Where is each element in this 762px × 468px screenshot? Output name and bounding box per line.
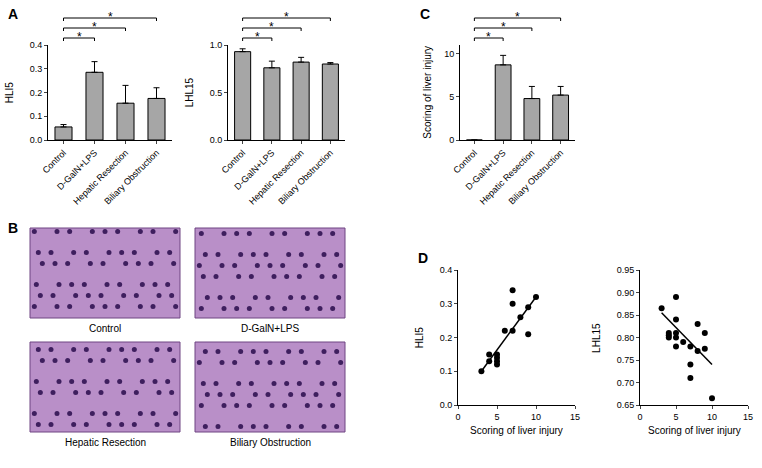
svg-text:0.80: 0.80 (617, 333, 635, 343)
svg-text:5: 5 (494, 412, 499, 422)
svg-text:0.1: 0.1 (30, 111, 43, 121)
svg-text:Hepatic Resection: Hepatic Resection (478, 148, 537, 207)
svg-text:10: 10 (531, 412, 541, 422)
svg-text:Hepatic Resection: Hepatic Resection (247, 148, 306, 207)
svg-text:0.0: 0.0 (440, 400, 453, 410)
svg-text:0.2: 0.2 (30, 88, 43, 98)
svg-text:Control: Control (451, 148, 479, 176)
svg-text:Hepatic Resection: Hepatic Resection (71, 148, 130, 207)
svg-text:Hepatic Resection: Hepatic Resection (65, 437, 146, 448)
svg-text:HLI5: HLI5 (4, 82, 15, 104)
svg-text:0.85: 0.85 (617, 310, 635, 320)
svg-text:C: C (420, 6, 430, 22)
svg-text:*: * (515, 10, 520, 24)
svg-text:Biliary Obstruction: Biliary Obstruction (230, 437, 311, 448)
svg-text:15: 15 (570, 412, 580, 422)
svg-text:Biliary Obstruction: Biliary Obstruction (102, 148, 161, 207)
svg-text:0.95: 0.95 (617, 265, 635, 275)
svg-text:0: 0 (637, 412, 642, 422)
svg-text:10: 10 (444, 49, 454, 59)
svg-text:0.5: 0.5 (210, 88, 223, 98)
svg-text:LHL15: LHL15 (184, 77, 195, 107)
svg-text:*: * (108, 10, 113, 24)
svg-text:D-GalN+LPS: D-GalN+LPS (241, 323, 299, 334)
svg-text:Scoring of liver injury: Scoring of liver injury (648, 425, 741, 436)
svg-text:*: * (284, 10, 289, 24)
svg-text:15: 15 (743, 412, 753, 422)
svg-text:0.90: 0.90 (617, 288, 635, 298)
svg-text:5: 5 (673, 412, 678, 422)
svg-text:Control: Control (220, 148, 248, 176)
svg-text:Control: Control (41, 148, 69, 176)
svg-text:10: 10 (707, 412, 717, 422)
svg-text:0.2: 0.2 (440, 333, 453, 343)
svg-text:*: * (486, 30, 491, 44)
svg-text:0: 0 (455, 412, 460, 422)
svg-text:D: D (418, 250, 428, 266)
svg-text:D-GalN+LPS: D-GalN+LPS (464, 148, 508, 192)
svg-text:0.75: 0.75 (617, 355, 635, 365)
svg-text:HLI5: HLI5 (414, 327, 425, 349)
svg-text:LHL15: LHL15 (591, 323, 602, 353)
svg-text:0.3: 0.3 (440, 299, 453, 309)
svg-text:Scoring of liver injury: Scoring of liver injury (470, 425, 563, 436)
svg-text:*: * (255, 30, 260, 44)
svg-text:0.70: 0.70 (617, 378, 635, 388)
svg-text:0.0: 0.0 (210, 135, 223, 145)
svg-text:0.4: 0.4 (30, 40, 43, 50)
svg-text:A: A (8, 6, 18, 22)
svg-text:1.0: 1.0 (210, 40, 223, 50)
svg-text:*: * (269, 20, 274, 34)
svg-text:*: * (92, 20, 97, 34)
svg-text:0.1: 0.1 (440, 366, 453, 376)
svg-text:5: 5 (449, 92, 454, 102)
svg-text:0: 0 (449, 135, 454, 145)
svg-text:Biliary Obstruction: Biliary Obstruction (276, 148, 335, 207)
svg-text:D-GalN+LPS: D-GalN+LPS (55, 148, 99, 192)
svg-text:0.3: 0.3 (30, 64, 43, 74)
svg-text:Biliary Obstruction: Biliary Obstruction (507, 148, 566, 207)
svg-text:Scoring of liver injury: Scoring of liver injury (422, 46, 433, 139)
svg-text:0.4: 0.4 (440, 265, 453, 275)
svg-text:Control: Control (89, 323, 121, 334)
svg-text:0.0: 0.0 (30, 135, 43, 145)
svg-text:0.65: 0.65 (617, 400, 635, 410)
svg-text:D-GalN+LPS: D-GalN+LPS (232, 148, 276, 192)
svg-text:*: * (77, 30, 82, 44)
svg-text:B: B (8, 220, 18, 236)
svg-text:*: * (501, 20, 506, 34)
